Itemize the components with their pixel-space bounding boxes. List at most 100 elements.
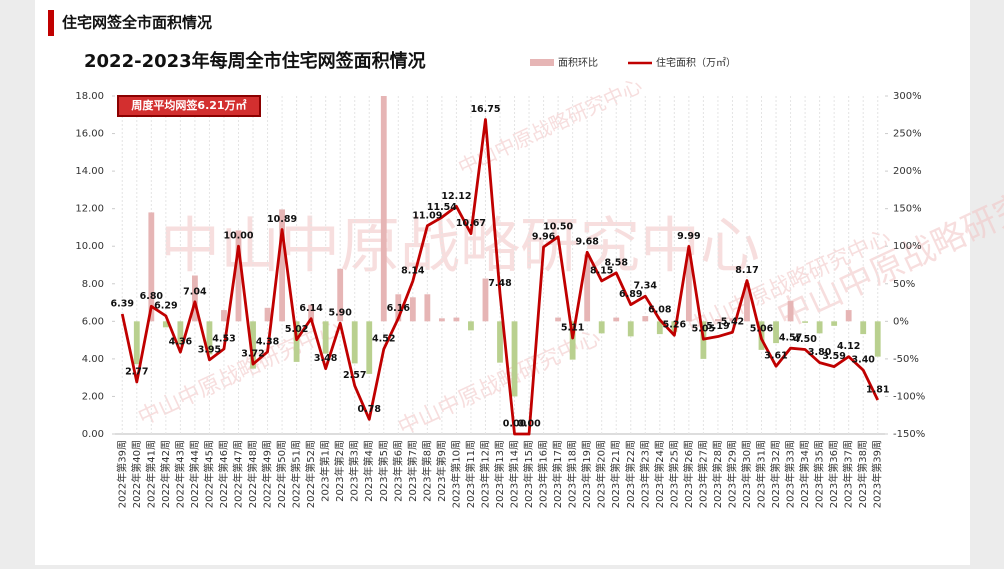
x-tick-label: 2023年第20周 <box>595 440 608 508</box>
x-tick-label: 2022年第50周 <box>275 440 288 508</box>
bar <box>598 321 605 334</box>
data-label: 3.40 <box>851 355 875 366</box>
x-tick-label: 2022年第47周 <box>231 440 244 508</box>
x-tick-label: 2023年第27周 <box>696 440 709 508</box>
x-tick-label: 2023年第21周 <box>609 440 622 508</box>
x-tick-label: 2023年第35周 <box>813 440 826 508</box>
bar <box>642 316 649 322</box>
data-label: 11.54 <box>427 202 457 213</box>
bar <box>424 294 431 322</box>
y-tick-label: 4.00 <box>82 354 104 365</box>
data-label: 6.29 <box>154 300 177 311</box>
data-label: 3.95 <box>198 344 221 355</box>
y2-tick-label: 150% <box>893 204 922 215</box>
header-bar <box>48 10 54 36</box>
x-tick-label: 2022年第39周 <box>115 440 128 508</box>
bar <box>685 253 692 322</box>
y2-tick-label: 300% <box>893 91 922 102</box>
data-label: 9.96 <box>532 231 556 242</box>
line <box>120 118 879 436</box>
bar <box>715 319 721 322</box>
x-tick-label: 2023年第7周 <box>406 440 419 502</box>
y2-tick-label: 200% <box>893 166 922 177</box>
data-label: 9.68 <box>575 237 599 248</box>
x-tick-label: 2022年第45周 <box>202 440 215 508</box>
bar <box>264 307 271 322</box>
panel <box>35 0 970 565</box>
bar <box>569 321 576 360</box>
data-label: 10.50 <box>543 221 573 232</box>
data-label: 4.57 <box>779 333 802 344</box>
data-label: 5.06 <box>750 323 774 334</box>
x-tick-label: 2023年第30周 <box>740 440 753 508</box>
x-tick-label: 2023年第6周 <box>391 440 404 502</box>
x-tick-label: 2023年第28周 <box>711 440 724 508</box>
bar <box>729 318 736 322</box>
bar <box>453 317 460 322</box>
data-label: 4.38 <box>256 336 280 347</box>
x-tick-label: 2022年第43周 <box>173 440 186 508</box>
data-label: 9.99 <box>677 231 700 242</box>
data-label: 6.08 <box>648 304 672 315</box>
data-label: 6.14 <box>299 303 323 314</box>
bar <box>148 212 155 322</box>
x-tick-label: 2023年第38周 <box>856 440 869 508</box>
bar <box>613 317 620 322</box>
bar <box>555 317 562 322</box>
x-tick-label: 2023年第10周 <box>449 440 462 508</box>
x-tick-label: 2022年第51周 <box>290 440 303 508</box>
bar <box>395 294 402 322</box>
bar <box>380 96 387 322</box>
bar <box>279 209 285 322</box>
bar <box>511 321 518 397</box>
data-label: 0.00 <box>517 419 541 430</box>
x-tick-label: 2023年第26周 <box>682 440 695 508</box>
data-label: 8.17 <box>735 265 758 276</box>
bar <box>438 318 445 322</box>
bar <box>409 297 416 322</box>
bar <box>206 321 213 355</box>
x-tick-label: 2022年第46周 <box>217 440 230 508</box>
data-label: 4.50 <box>793 334 817 345</box>
y2-tick-label: -100% <box>893 391 925 402</box>
x-tick-label: 2023年第9周 <box>435 440 448 502</box>
bar <box>482 278 489 322</box>
x-tick-label: 2023年第24周 <box>653 440 666 508</box>
data-label: 10.89 <box>267 214 297 225</box>
data-label: 0.00 <box>503 419 527 430</box>
x-tick-label: 2023年第14周 <box>508 440 521 508</box>
data-label: 8.14 <box>401 266 425 277</box>
y-tick-label: 0.00 <box>82 429 104 440</box>
x-tick-label: 2023年第36周 <box>827 440 840 508</box>
bar <box>177 321 184 345</box>
y-tick-label: 2.00 <box>82 391 104 402</box>
y-tick-label: 14.00 <box>75 166 104 177</box>
x-tick-label: 2023年第15周 <box>522 440 535 508</box>
data-label: 7.34 <box>634 281 658 292</box>
bar <box>235 230 242 322</box>
data-label: 8.15 <box>590 265 613 276</box>
data-label: 10.00 <box>223 231 253 242</box>
x-tick-label: 2023年第22周 <box>624 440 637 508</box>
data-label: 3.59 <box>822 351 845 362</box>
x-tick-label: 2023年第5周 <box>377 440 390 502</box>
bar <box>627 321 634 337</box>
x-tick-label: 2022年第52周 <box>304 440 317 508</box>
y2-tick-label: 50% <box>893 279 915 290</box>
data-label: 3.72 <box>241 349 264 360</box>
data-label: 6.16 <box>387 303 411 314</box>
x-tick-label: 2023年第34周 <box>798 440 811 508</box>
x-tick-label: 2023年第4周 <box>362 440 375 502</box>
bar <box>744 283 750 322</box>
x-tick-label: 2023年第13周 <box>493 440 506 508</box>
x-tick-label: 2023年第19周 <box>580 440 593 508</box>
data-label: 7.04 <box>183 286 207 297</box>
data-label: 7.48 <box>488 278 512 289</box>
x-tick-label: 2023年第17周 <box>551 440 564 508</box>
y2-tick-label: -150% <box>893 429 925 440</box>
annotation-box <box>117 95 261 117</box>
x-tick-label: 2023年第29周 <box>725 440 738 508</box>
legend: 面积环比 住宅面积（万㎡） <box>530 56 736 69</box>
data-label: 6.80 <box>140 291 164 302</box>
